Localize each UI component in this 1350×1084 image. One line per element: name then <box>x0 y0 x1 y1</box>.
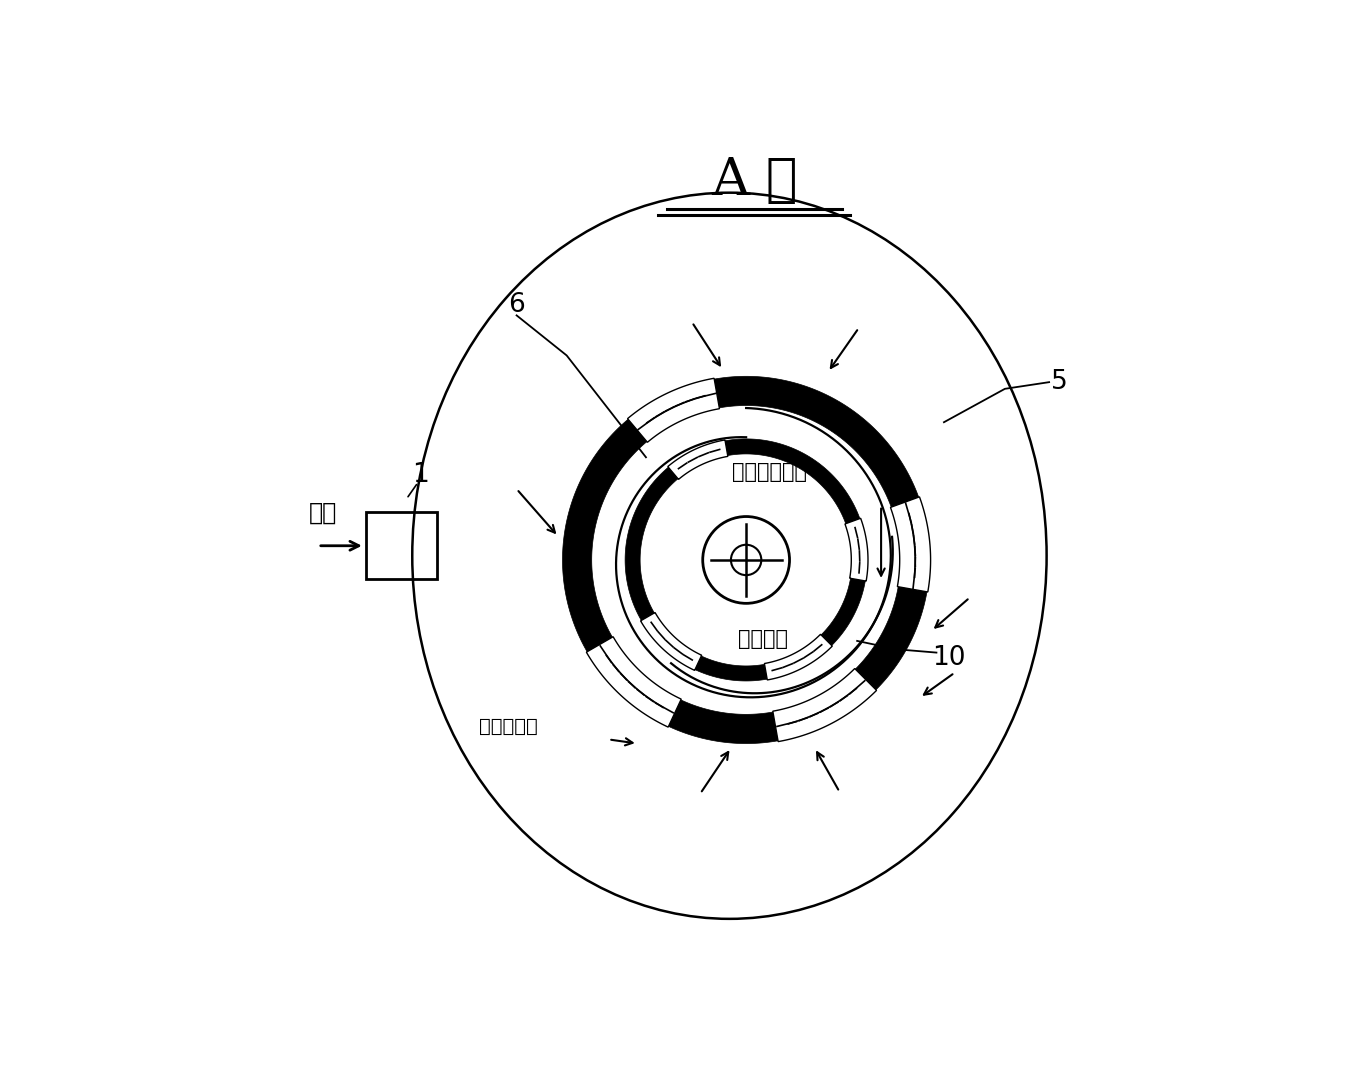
Polygon shape <box>845 518 868 581</box>
Polygon shape <box>641 612 702 670</box>
Polygon shape <box>764 634 833 680</box>
Polygon shape <box>772 669 876 741</box>
Polygon shape <box>891 496 930 592</box>
Text: 进水: 进水 <box>309 501 338 525</box>
Polygon shape <box>625 439 867 681</box>
Text: 压力水方向: 压力水方向 <box>479 718 537 736</box>
Circle shape <box>730 545 761 576</box>
Text: A 视: A 视 <box>711 155 798 206</box>
Polygon shape <box>586 636 682 727</box>
Text: 分选空间: 分选空间 <box>738 629 788 649</box>
Polygon shape <box>563 376 930 744</box>
Circle shape <box>641 455 852 666</box>
Polygon shape <box>628 378 720 442</box>
Polygon shape <box>668 440 728 479</box>
Bar <box>366 513 437 579</box>
Text: 10: 10 <box>933 645 965 671</box>
Circle shape <box>703 517 790 604</box>
Text: 5: 5 <box>1050 370 1068 396</box>
Text: 矿浆旋转方向: 矿浆旋转方向 <box>732 462 807 482</box>
Text: 1: 1 <box>412 462 429 488</box>
Text: 6: 6 <box>508 293 525 319</box>
